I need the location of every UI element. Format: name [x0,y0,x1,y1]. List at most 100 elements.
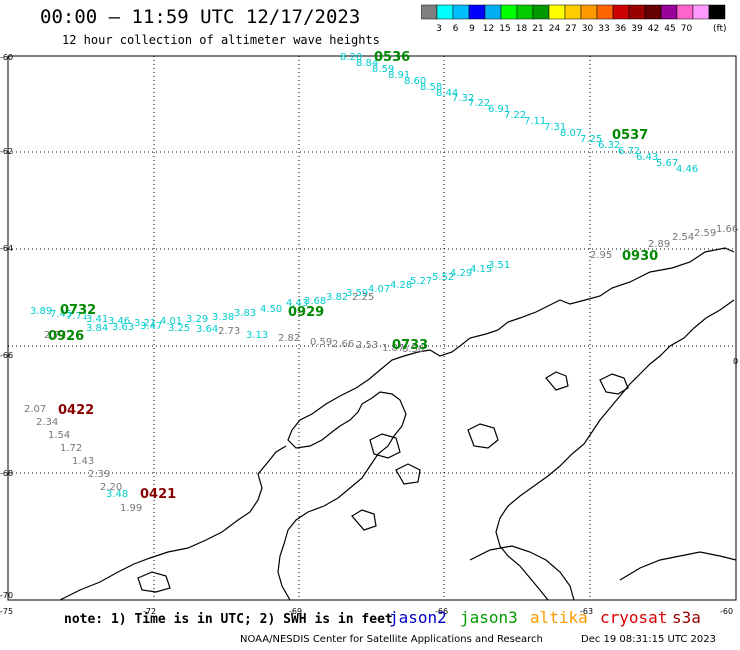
scale-label: 15 [499,24,510,34]
swh-value: 8.84 [356,58,378,69]
swh-value: 4.29 [450,268,472,279]
swh-value: 2.89 [648,239,670,250]
swh-value: 5.27 [410,276,432,287]
graticule [8,56,736,600]
scale-label: 18 [516,24,528,34]
lat-label: -66 [0,351,13,360]
swh-value: 8.44 [436,88,458,99]
swh-value: 1.72 [60,443,82,454]
swh-value: 8.58 [420,82,442,93]
swh-value: 3.38 [212,312,234,323]
swh-value: 5.52 [432,272,454,283]
lat-label: 0 [733,357,738,366]
pass-label: 0929 [288,305,324,320]
swh-value: 3.47 [140,321,162,332]
scale-label: 36 [615,24,627,34]
swh-value: 1.43 [72,456,94,467]
scale-label: 27 [565,24,576,34]
pass-label: 0733 [392,338,428,353]
scale-unit: (ft) [713,24,727,34]
swh-value: 4.50 [260,304,282,315]
lat-label: -62 [0,147,13,156]
scale-label: 9 [469,24,475,34]
scale-label: 39 [631,24,643,34]
swh-value: 3.63 [112,322,134,333]
page-title: 00:00 – 11:59 UTC 12/17/2023 [40,6,361,28]
scale-label: 6 [453,24,459,34]
swh-value: 2.07 [24,404,46,415]
pass-label: 0732 [60,303,96,318]
page-subtitle: 12 hour collection of altimeter wave hei… [62,33,380,47]
swh-value: 1.87 [382,343,404,354]
swh-value: 4.07 [368,284,390,295]
swh-value: 8.91 [388,70,410,81]
pass-label: 0537 [612,128,648,143]
lat-label: -64 [0,244,13,253]
lon-label: -69 [289,607,302,616]
pass-label: 0421 [140,487,176,502]
lon-label: -60 [720,607,733,616]
lon-label: -66 [435,607,448,616]
swh-value: 2.54 [672,232,694,243]
swh-value: 0.59 [310,337,332,348]
legend-altika: altika [530,608,588,627]
swh-value: 3.82 [326,292,348,303]
swh-value: 6.91 [488,104,510,115]
swh-value: 3.21 [134,318,156,329]
pass-label: 0930 [622,249,658,264]
scale-label: 42 [648,24,659,34]
swh-value: 5.67 [656,158,678,169]
swh-value: 3.13 [246,330,268,341]
swh-value: 3.64 [196,324,218,335]
swh-value: 2.95 [590,250,612,261]
scale-swatch [708,4,726,20]
swh-value: 2.53 [356,340,378,351]
legend-s3a: s3a [672,608,701,627]
swh-value: 2.25 [352,292,374,303]
scale-label: 30 [582,24,594,34]
lat-label: -75 [0,607,13,616]
scale-label: 3 [436,24,442,34]
swh-value: 3.41 [86,314,108,325]
swh-value: 4.43 [286,298,308,309]
swh-value: 7.45 [50,309,72,320]
swh-value: 6.32 [598,140,620,151]
lat-label: -60 [0,53,13,62]
swh-value: 7.31 [544,122,566,133]
swh-value: 7.22 [504,110,526,121]
footer-timestamp: Dec 19 08:31:15 UTC 2023 [581,634,716,645]
scale-label: 12 [483,24,494,34]
swh-value: 3.59 [346,288,368,299]
swh-value: 7.71 [66,311,88,322]
scale-label: 70 [681,24,693,34]
pass-label: 0536 [374,50,410,65]
swh-value: 3.48 [106,489,128,500]
swh-value: 6.72 [618,146,640,157]
swh-value: 4.28 [390,280,412,291]
swh-value: 2.34 [36,417,58,428]
swh-value: 7.22 [468,98,490,109]
lon-label: -72 [143,607,156,616]
scale-label: 21 [532,24,543,34]
lon-label: -63 [580,607,593,616]
swh-value: 3.46 [108,316,130,327]
scale-label: 24 [549,24,561,34]
swh-value: 8.60 [404,76,426,87]
lat-label: -68 [0,469,13,478]
swh-value: 3.89 [30,306,52,317]
pass-label: 0422 [58,403,94,418]
swh-value: 6.43 [636,152,658,163]
swh-value: 1.66 [716,224,738,235]
note-text: note: 1) Time is in UTC; 2) SWH is in fe… [64,612,393,627]
footer-credit: NOAA/NESDIS Center for Satellite Applica… [240,634,543,645]
legend-jason3: jason3 [460,608,518,627]
swh-value: 7.32 [452,93,474,104]
swh-value: 3.83 [234,308,256,319]
swh-value: 3.29 [186,314,208,325]
color-scale: 3 6 9 12 15 18 21 24 27 30 33 36 39 42 45 70 (ft) [421,4,727,34]
swh-value: 2.66 [332,339,354,350]
swh-value: 4.01 [160,316,182,327]
swh-value: 4.46 [676,164,698,175]
scale-label: 45 [664,24,675,34]
